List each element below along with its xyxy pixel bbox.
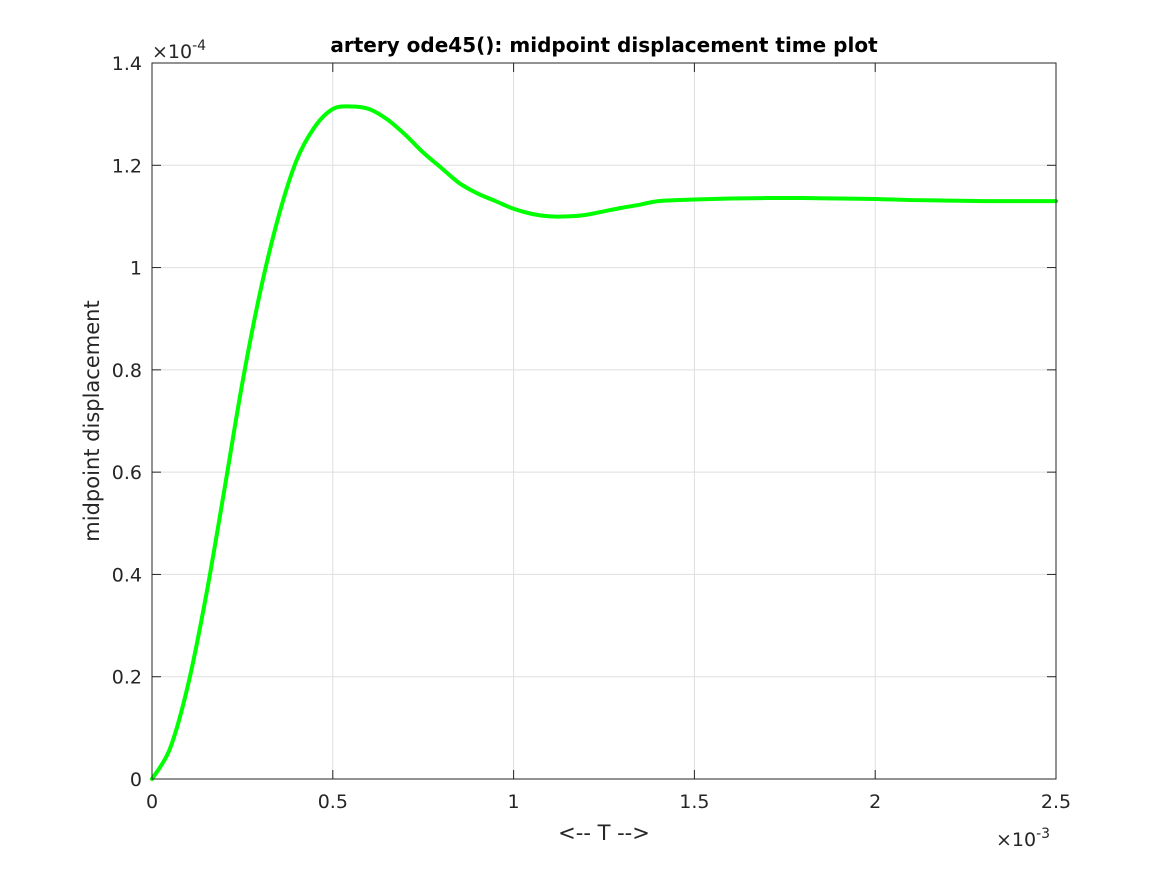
y-exponent-base: ×10	[152, 41, 192, 63]
y-tick-label: 0.6	[112, 462, 142, 484]
x-exponent-base: ×10	[996, 829, 1036, 851]
x-tick-label: 0.5	[318, 791, 348, 813]
x-tick-label: 2.5	[1041, 791, 1071, 813]
plot-area	[152, 63, 1056, 779]
y-tick-label: 0.2	[112, 667, 142, 689]
ticks	[151, 62, 1057, 780]
y-tick-label: 1.2	[112, 155, 142, 177]
y-tick-label: 0.8	[112, 360, 142, 382]
tick-labels: 0 0.5 1 1.5 2 2.5 0 0.2 0.4 0.6 0.8 1 1.2 1.4	[112, 53, 1071, 813]
x-exponent-power: -3	[1036, 826, 1050, 842]
x-tick-label: 2	[869, 791, 881, 813]
y-exponent-power: -4	[192, 38, 206, 54]
y-tick-label: 0.4	[112, 564, 142, 586]
x-tick-label: 1.5	[679, 791, 709, 813]
y-tick-label: 0	[130, 769, 142, 791]
chart-title: artery ode45(): midpoint displacement ti…	[330, 33, 878, 57]
x-tick-label: 0	[146, 791, 158, 813]
y-axis-label: midpoint displacement	[80, 300, 104, 541]
y-tick-label: 1.4	[112, 53, 142, 75]
y-tick-label: 1	[130, 258, 142, 280]
series-line	[150, 104, 1058, 781]
x-tick-label: 1	[508, 791, 520, 813]
plot-frame	[151, 62, 1057, 780]
y-axis-exponent: ×10-4	[152, 38, 206, 63]
x-axis-exponent: ×10-3	[996, 826, 1050, 851]
x-axis-label: <-- T -->	[558, 821, 650, 845]
